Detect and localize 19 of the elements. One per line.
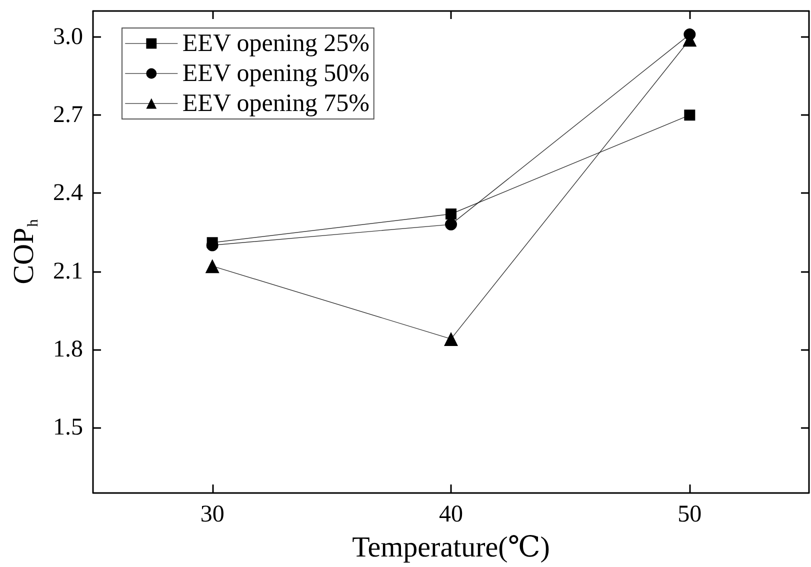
point xyxy=(684,110,696,121)
point xyxy=(445,218,457,230)
x-axis-title: Temperature(℃) xyxy=(352,532,550,564)
point xyxy=(205,259,220,274)
y-tick-label: 1.5 xyxy=(53,414,83,440)
legend-label: EEV opening 25% xyxy=(182,30,370,57)
y-tick-label: 3.0 xyxy=(53,24,83,50)
y-axis-title: COPh xyxy=(8,218,42,284)
legend-label: EEV opening 50% xyxy=(182,60,370,87)
x-tick-label: 50 xyxy=(678,502,702,528)
x-tick-label: 30 xyxy=(200,502,224,528)
point xyxy=(444,332,458,346)
y-tick-label: 1.8 xyxy=(53,336,83,362)
y-tick-label: 2.1 xyxy=(53,258,83,284)
y-tick-label: 2.7 xyxy=(53,102,83,128)
x-tick-label: 40 xyxy=(439,502,463,528)
legend-label: EEV opening 75% xyxy=(182,90,370,117)
y-tick-label: 2.4 xyxy=(53,180,83,206)
point xyxy=(446,208,456,220)
